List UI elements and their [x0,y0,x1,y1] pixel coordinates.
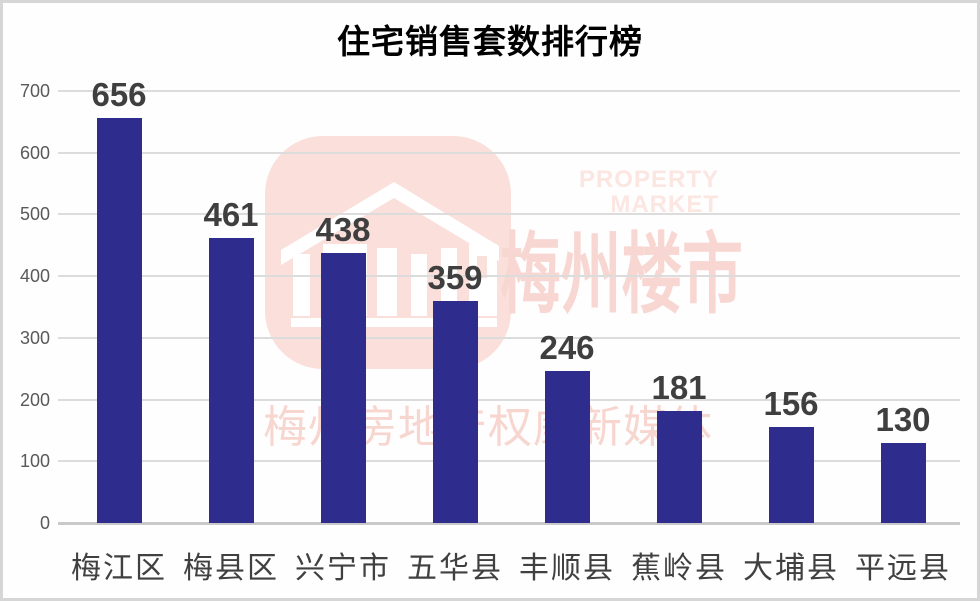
y-axis-tick-label: 200 [19,389,50,410]
x-axis-category-label: 大埔县 [743,552,839,585]
x-axis-category-label: 平远县 [855,552,951,585]
bar-value-label: 656 [91,76,147,114]
chart-title: 住宅销售套数排行榜 [337,25,643,61]
x-axis-line [58,522,960,525]
x-axis-category-label: 五华县 [407,552,503,585]
x-axis-category-label: 丰顺县 [519,552,615,585]
bar [656,411,702,523]
x-axis-category-label: 兴宁市 [295,552,391,585]
bar [768,426,814,523]
watermark-brand-en-line1: PROPERTY [578,166,719,193]
watermark-brand-en: PROPERTY MARKET [563,167,719,217]
x-axis-category-label: 梅江区 [71,552,167,585]
y-axis-tick-label: 300 [19,327,50,348]
y-axis-tick-label: 0 [39,513,50,533]
y-axis-tick-label: 700 [19,81,50,101]
y-axis-tick-label: 600 [19,142,50,163]
bar-value-label: 156 [763,384,819,422]
gridline [58,275,960,278]
bar [208,238,254,523]
bar-value-label: 438 [315,210,371,248]
gridline [58,460,960,463]
gridline [58,90,960,92]
y-axis-tick-label: 400 [19,266,50,287]
bar-value-label: 130 [875,400,931,438]
gridline [58,336,960,339]
bar-value-label: 461 [203,196,259,234]
bar [432,301,478,523]
bar [880,442,926,523]
watermark-brand-name: 梅州楼市 [500,225,743,324]
gridline [58,213,960,216]
gridline [58,151,960,154]
bar [96,118,142,523]
bar-value-label: 246 [539,329,595,367]
x-axis-category-label: 梅县区 [183,552,279,585]
bar-value-label: 359 [427,259,483,297]
x-axis-category-label: 蕉岭县 [631,552,727,585]
y-axis-tick-label: 100 [19,451,50,472]
bar [544,371,590,523]
bar-chart-plot: 0 100 200 300 400 500 600 700 656 梅江区 461 梅县区 438 兴宁市… [3,3,977,598]
y-axis-tick-label: 500 [19,204,50,225]
bar [320,252,366,523]
watermark-brand-en-line2: MARKET [610,191,719,218]
gridline [58,398,960,401]
bar-value-label: 181 [651,369,707,407]
